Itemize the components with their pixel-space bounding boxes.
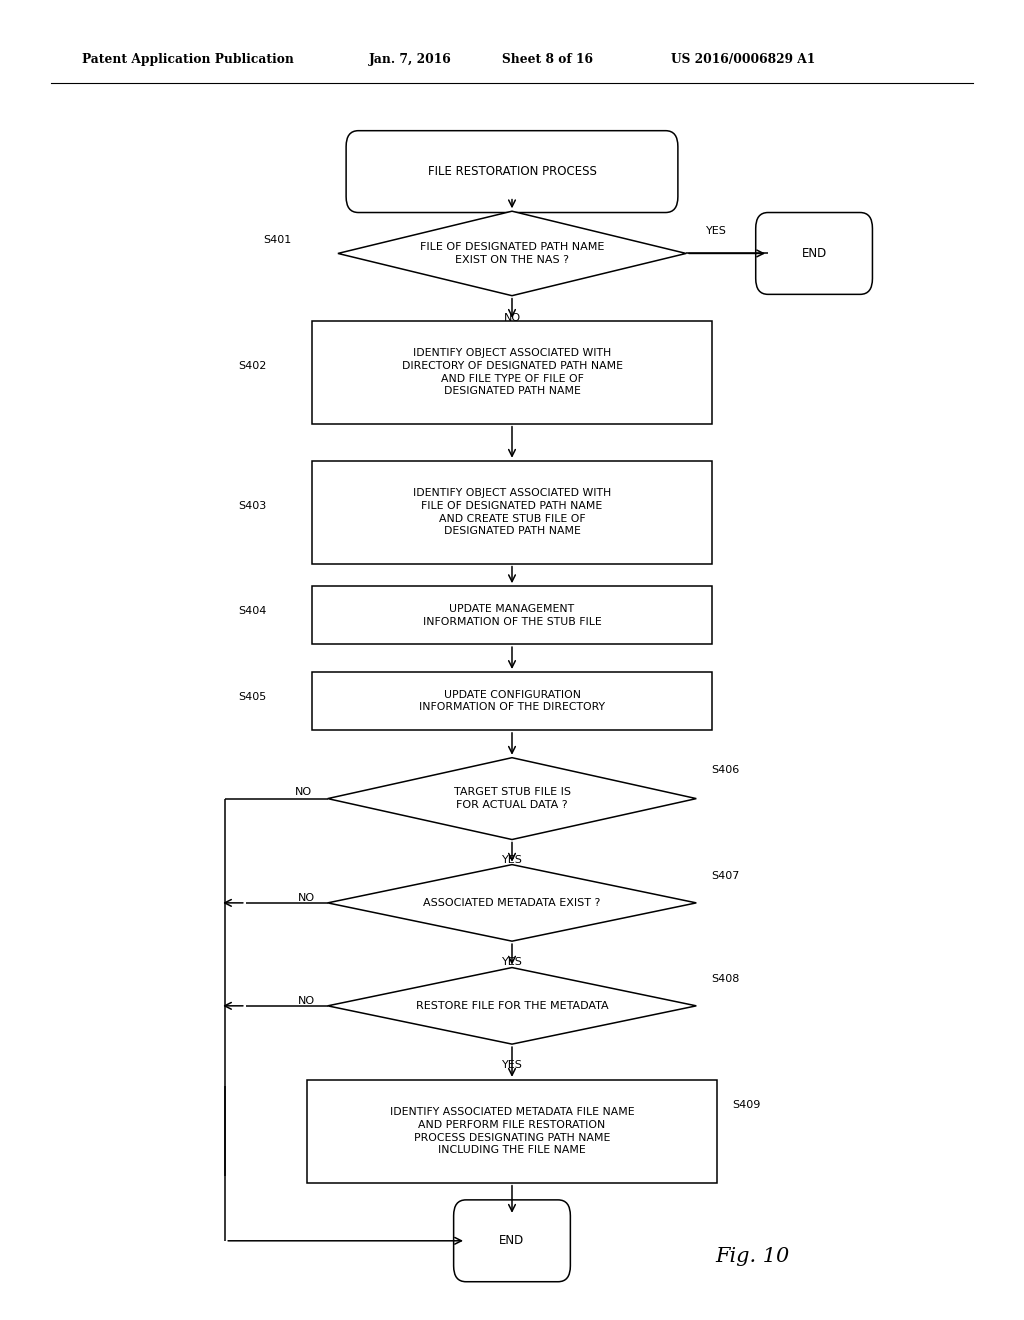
Text: S406: S406 bbox=[712, 764, 740, 775]
Text: Fig. 10: Fig. 10 bbox=[716, 1247, 790, 1266]
Text: S405: S405 bbox=[238, 692, 266, 702]
FancyBboxPatch shape bbox=[346, 131, 678, 213]
Text: RESTORE FILE FOR THE METADATA: RESTORE FILE FOR THE METADATA bbox=[416, 1001, 608, 1011]
Text: YES: YES bbox=[502, 1060, 522, 1071]
Polygon shape bbox=[328, 968, 696, 1044]
Polygon shape bbox=[328, 758, 696, 840]
Text: Sheet 8 of 16: Sheet 8 of 16 bbox=[502, 53, 593, 66]
Text: US 2016/0006829 A1: US 2016/0006829 A1 bbox=[671, 53, 815, 66]
Text: END: END bbox=[802, 247, 826, 260]
Text: S408: S408 bbox=[712, 974, 740, 985]
Text: S407: S407 bbox=[712, 871, 740, 882]
Text: ASSOCIATED METADATA EXIST ?: ASSOCIATED METADATA EXIST ? bbox=[423, 898, 601, 908]
Text: NO: NO bbox=[295, 787, 312, 797]
Text: NO: NO bbox=[298, 995, 315, 1006]
Text: S401: S401 bbox=[263, 235, 292, 246]
Text: S402: S402 bbox=[238, 360, 266, 371]
Text: UPDATE CONFIGURATION
INFORMATION OF THE DIRECTORY: UPDATE CONFIGURATION INFORMATION OF THE … bbox=[419, 689, 605, 713]
Text: IDENTIFY ASSOCIATED METADATA FILE NAME
AND PERFORM FILE RESTORATION
PROCESS DESI: IDENTIFY ASSOCIATED METADATA FILE NAME A… bbox=[390, 1107, 634, 1155]
Text: Jan. 7, 2016: Jan. 7, 2016 bbox=[369, 53, 452, 66]
Bar bbox=[312, 321, 712, 424]
Text: YES: YES bbox=[502, 957, 522, 968]
Text: YES: YES bbox=[502, 855, 522, 866]
Bar bbox=[307, 1080, 717, 1183]
Text: FILE OF DESIGNATED PATH NAME
EXIST ON THE NAS ?: FILE OF DESIGNATED PATH NAME EXIST ON TH… bbox=[420, 242, 604, 265]
Bar bbox=[312, 672, 712, 730]
Bar bbox=[312, 461, 712, 564]
Text: Patent Application Publication: Patent Application Publication bbox=[82, 53, 294, 66]
FancyBboxPatch shape bbox=[454, 1200, 570, 1282]
Text: IDENTIFY OBJECT ASSOCIATED WITH
FILE OF DESIGNATED PATH NAME
AND CREATE STUB FIL: IDENTIFY OBJECT ASSOCIATED WITH FILE OF … bbox=[413, 488, 611, 536]
Polygon shape bbox=[328, 865, 696, 941]
Polygon shape bbox=[338, 211, 686, 296]
Text: S403: S403 bbox=[238, 500, 266, 511]
Text: NO: NO bbox=[298, 892, 315, 903]
Text: IDENTIFY OBJECT ASSOCIATED WITH
DIRECTORY OF DESIGNATED PATH NAME
AND FILE TYPE : IDENTIFY OBJECT ASSOCIATED WITH DIRECTOR… bbox=[401, 348, 623, 396]
Text: TARGET STUB FILE IS
FOR ACTUAL DATA ?: TARGET STUB FILE IS FOR ACTUAL DATA ? bbox=[454, 787, 570, 810]
FancyBboxPatch shape bbox=[756, 213, 872, 294]
Text: UPDATE MANAGEMENT
INFORMATION OF THE STUB FILE: UPDATE MANAGEMENT INFORMATION OF THE STU… bbox=[423, 603, 601, 627]
Text: S409: S409 bbox=[732, 1100, 761, 1110]
Text: YES: YES bbox=[707, 226, 727, 236]
Bar bbox=[312, 586, 712, 644]
Text: S404: S404 bbox=[238, 606, 266, 616]
Text: END: END bbox=[500, 1234, 524, 1247]
Text: NO: NO bbox=[504, 313, 520, 323]
Text: FILE RESTORATION PROCESS: FILE RESTORATION PROCESS bbox=[428, 165, 596, 178]
